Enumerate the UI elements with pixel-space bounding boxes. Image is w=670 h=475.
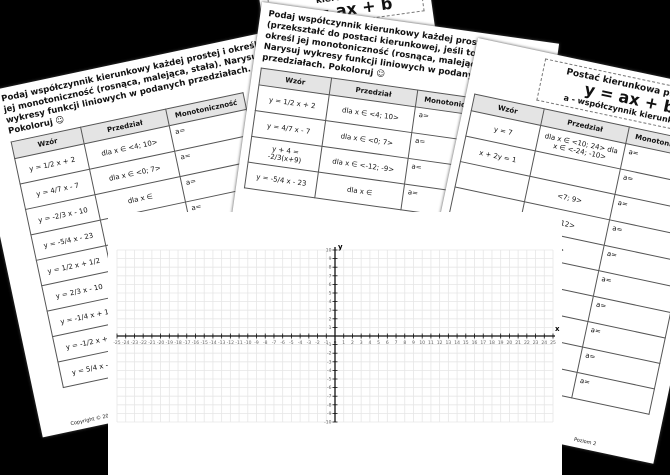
x-tick-label: 19 — [498, 340, 504, 346]
x-tick-label: -23 — [131, 340, 138, 346]
x-tick-label: 14 — [454, 340, 460, 346]
x-tick-label: -14 — [209, 340, 216, 346]
y-tick-label: 4 — [329, 299, 332, 305]
x-tick-label: -7 — [272, 340, 277, 346]
x-tick-label: 18 — [489, 340, 495, 346]
x-tick-label: -17 — [183, 340, 190, 346]
x-tick-label: -19 — [166, 340, 173, 346]
x-tick-label: -8 — [263, 340, 268, 346]
x-tick-label: 12 — [437, 340, 443, 346]
x-tick-label: -24 — [122, 340, 129, 346]
y-tick-label: 1 — [329, 325, 332, 331]
y-tick-label: -1 — [327, 342, 332, 348]
x-tick-label: 21 — [515, 340, 521, 346]
x-tick-label: -13 — [218, 340, 225, 346]
x-tick-label: -1 — [324, 340, 329, 346]
x-tick-label: 25 — [550, 340, 556, 346]
x-tick-label: 16 — [472, 340, 478, 346]
x-tick-label: -22 — [139, 340, 146, 346]
x-tick-label: 15 — [463, 340, 469, 346]
x-tick-label: -4 — [298, 340, 303, 346]
y-tick-label: 3 — [329, 308, 332, 314]
x-tick-label: 0 — [334, 340, 337, 346]
y-tick-label: 2 — [329, 316, 332, 322]
y-tick-label: 7 — [329, 273, 332, 279]
x-tick-label: 4 — [368, 340, 371, 346]
x-tick-label: 6 — [386, 340, 389, 346]
x-tick-label: 17 — [480, 340, 486, 346]
y-tick-label: -6 — [327, 385, 332, 391]
x-tick-label: 8 — [403, 340, 406, 346]
y-tick-label: -3 — [327, 359, 332, 365]
x-tick-label: 24 — [541, 340, 547, 346]
x-tick-label: -6 — [280, 340, 285, 346]
x-tick-label: 1 — [342, 340, 345, 346]
y-tick-label: 9 — [329, 256, 332, 262]
x-tick-label: -2 — [315, 340, 320, 346]
x-tick-label: 7 — [395, 340, 398, 346]
y-tick-label: 10 — [326, 248, 332, 254]
x-tick-label: 5 — [377, 340, 380, 346]
x-axis-label: x — [555, 325, 560, 333]
x-tick-label: 9 — [412, 340, 415, 346]
x-tick-label: -16 — [192, 340, 199, 346]
x-tick-label: -21 — [148, 340, 155, 346]
y-tick-label: -7 — [327, 394, 332, 400]
x-tick-label: -12 — [227, 340, 234, 346]
x-tick-label: 3 — [360, 340, 363, 346]
x-tick-label: 2 — [351, 340, 354, 346]
x-tick-label: -3 — [307, 340, 312, 346]
y-axis-label: y — [338, 243, 343, 251]
y-tick-label: -2 — [327, 351, 332, 357]
x-tick-label: -18 — [174, 340, 181, 346]
x-tick-label: 11 — [428, 340, 434, 346]
y-tick-label: -9 — [327, 411, 332, 417]
y-tick-label: -5 — [327, 377, 332, 383]
x-tick-label: 20 — [507, 340, 513, 346]
y-tick-label: -10 — [324, 420, 331, 426]
x-tick-label: -9 — [254, 340, 259, 346]
x-tick-label: -10 — [244, 340, 251, 346]
coordinate-grid: -25 -24 -23 -22 -21 -20 -19 -18 -17 -16 -15 -14 -13-… — [113, 243, 560, 426]
y-tick-label: -8 — [327, 402, 332, 408]
x-tick-label: -5 — [289, 340, 294, 346]
x-tick-label: -20 — [157, 340, 164, 346]
x-tick-label: 22 — [524, 340, 530, 346]
x-tick-label: 13 — [445, 340, 451, 346]
level-label: Poziom 2 — [573, 436, 597, 448]
y-tick-label: 8 — [329, 265, 332, 271]
x-tick-label: -25 — [113, 340, 120, 346]
y-tick-label: 5 — [329, 291, 332, 297]
coordinate-grid-card: -25 -24 -23 -22 -21 -20 -19 -18 -17 -16 -15 -14 -13-… — [108, 212, 562, 475]
x-tick-label: -11 — [235, 340, 242, 346]
x-tick-label: -15 — [201, 340, 208, 346]
y-tick-label: 6 — [329, 282, 332, 288]
y-tick-label: -4 — [327, 368, 332, 374]
x-tick-label: 23 — [533, 340, 539, 346]
x-tick-label: 10 — [419, 340, 425, 346]
